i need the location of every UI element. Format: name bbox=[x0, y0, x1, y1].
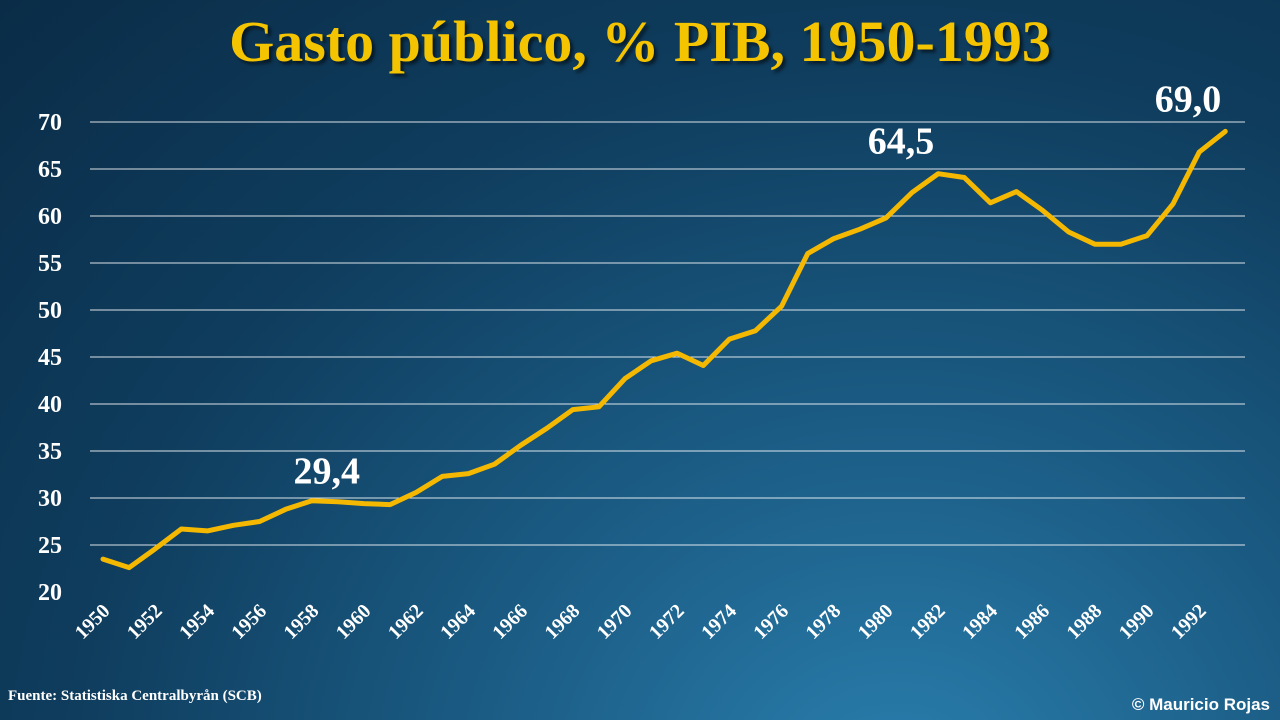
x-tick-label: 1954 bbox=[175, 600, 219, 644]
x-axis-ticks: 1950 1952 1954 1956 1958 1960 1962 1964 1966 1968… bbox=[71, 600, 1211, 644]
x-tick-label: 1972 bbox=[645, 600, 689, 644]
x-tick-label: 1962 bbox=[384, 600, 428, 644]
x-tick-label: 1990 bbox=[1115, 600, 1159, 644]
x-tick-label: 1950 bbox=[71, 600, 115, 644]
x-tick-label: 1988 bbox=[1062, 600, 1106, 644]
y-tick-label: 35 bbox=[38, 439, 62, 465]
series-line-group bbox=[100, 128, 1228, 571]
x-tick-label: 1984 bbox=[958, 600, 1002, 644]
data-label: 29,4 bbox=[294, 451, 361, 493]
x-tick-label: 1956 bbox=[227, 600, 271, 644]
y-tick-label: 30 bbox=[38, 486, 62, 512]
series-line-0 bbox=[100, 128, 1228, 571]
y-tick-label: 65 bbox=[38, 157, 62, 183]
y-axis-ticks: 20 25 30 35 40 45 50 55 60 65 70 bbox=[38, 110, 62, 606]
x-tick-label: 1974 bbox=[697, 600, 741, 644]
chart-title: Gasto público, % PIB, 1950-1993 bbox=[229, 9, 1051, 74]
x-tick-label: 1964 bbox=[436, 600, 480, 644]
y-tick-label: 20 bbox=[38, 580, 62, 606]
y-tick-label: 60 bbox=[38, 204, 62, 230]
x-tick-label: 1960 bbox=[332, 600, 376, 644]
y-tick-label: 70 bbox=[38, 110, 62, 136]
y-tick-label: 45 bbox=[38, 345, 62, 371]
data-labels: 29,4 64,5 69,0 bbox=[294, 78, 1222, 492]
y-tick-label: 50 bbox=[38, 298, 62, 324]
x-tick-label: 1976 bbox=[749, 600, 793, 644]
source-note: Fuente: Statistiska Centralbyrån (SCB) bbox=[8, 688, 262, 704]
y-tick-label: 40 bbox=[38, 392, 62, 418]
copyright-note: © Mauricio Rojas bbox=[1131, 695, 1270, 714]
data-label: 64,5 bbox=[868, 121, 935, 163]
x-tick-label: 1992 bbox=[1167, 600, 1211, 644]
y-tick-label: 55 bbox=[38, 251, 62, 277]
x-tick-label: 1966 bbox=[488, 600, 532, 644]
x-tick-label: 1970 bbox=[593, 600, 637, 644]
x-tick-label: 1978 bbox=[801, 600, 845, 644]
x-tick-label: 1980 bbox=[854, 600, 898, 644]
data-label: 69,0 bbox=[1155, 78, 1222, 120]
x-tick-label: 1958 bbox=[279, 600, 323, 644]
y-tick-label: 25 bbox=[38, 533, 62, 559]
x-tick-label: 1986 bbox=[1010, 600, 1054, 644]
gridlines bbox=[90, 121, 1245, 546]
x-tick-label: 1952 bbox=[123, 600, 167, 644]
x-tick-label: 1982 bbox=[906, 600, 950, 644]
x-tick-label: 1968 bbox=[540, 600, 584, 644]
